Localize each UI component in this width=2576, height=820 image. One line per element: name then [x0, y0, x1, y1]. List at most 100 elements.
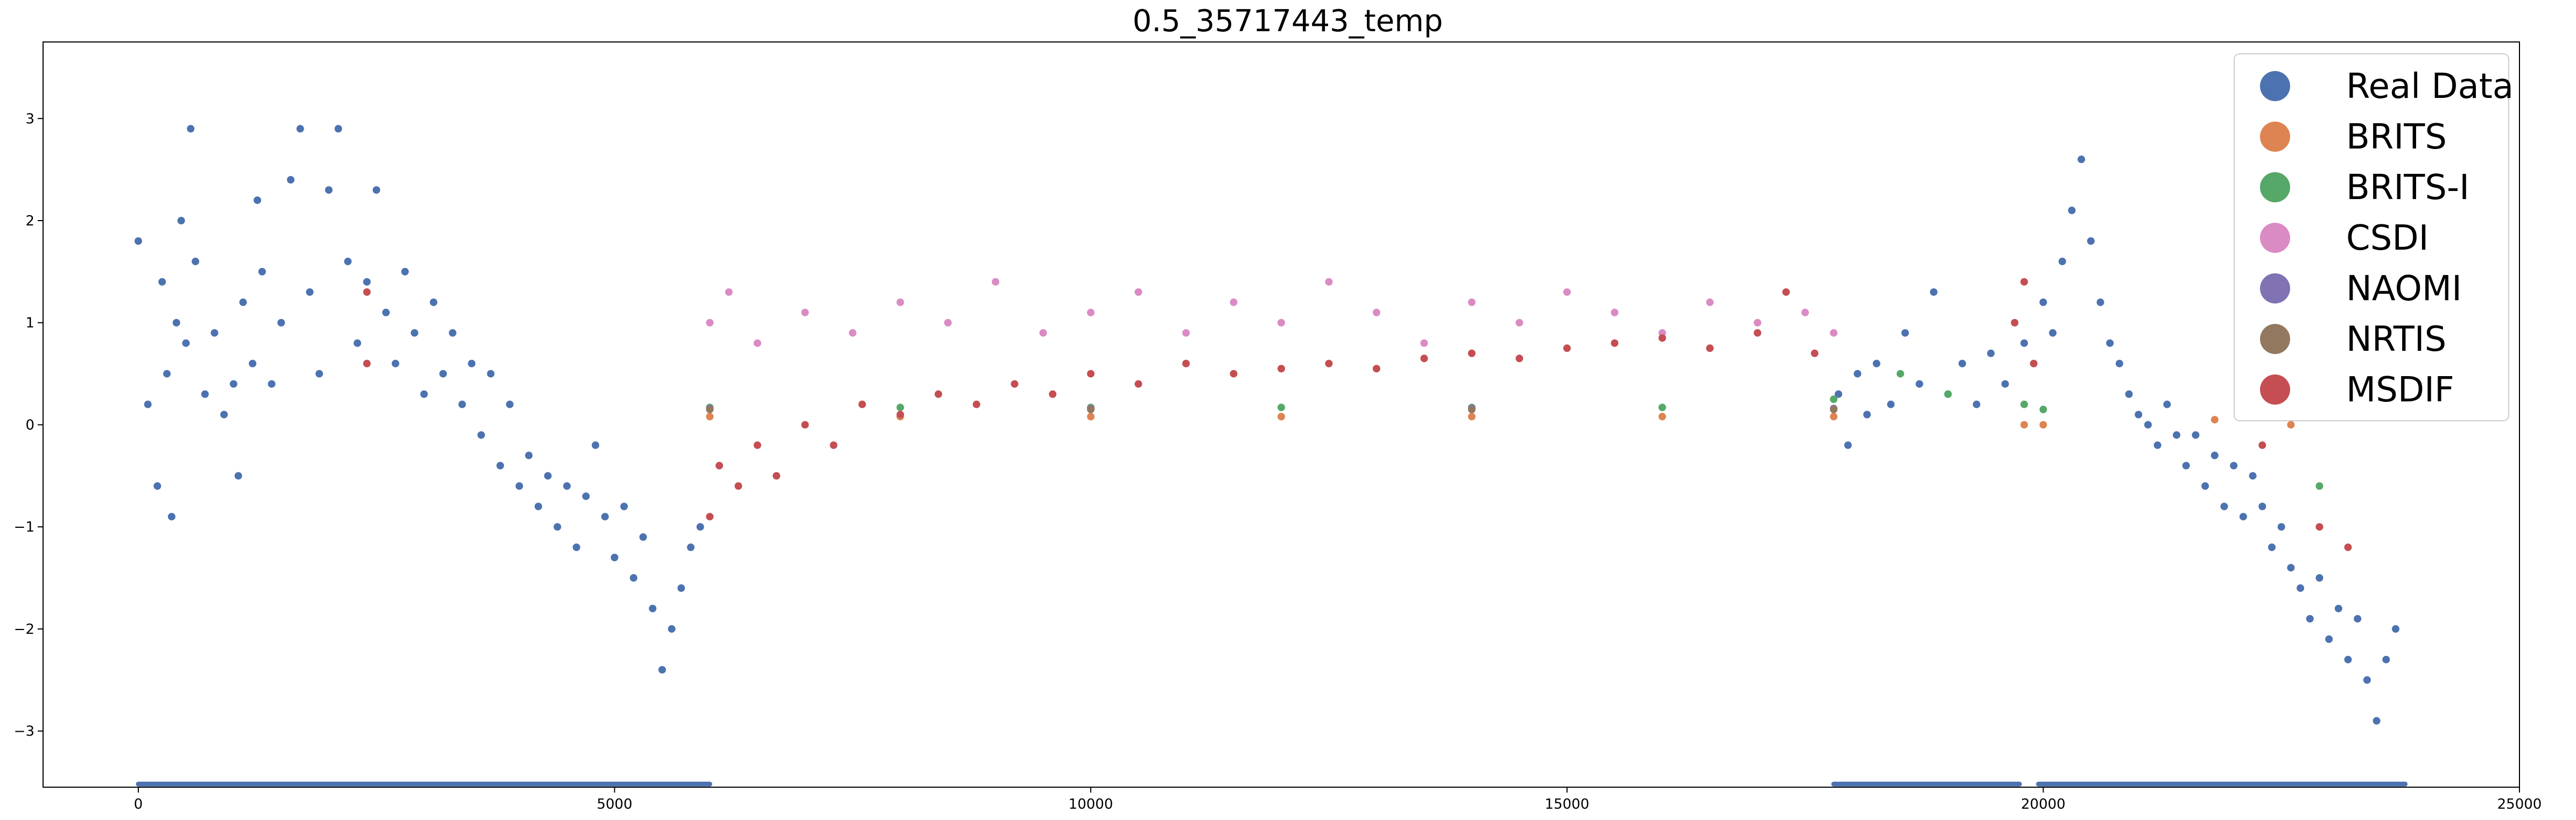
data-point: [325, 186, 333, 194]
data-point: [1468, 413, 1476, 421]
data-point: [2192, 431, 2200, 439]
data-point: [2315, 523, 2324, 531]
data-point: [658, 666, 666, 674]
data-point: [2258, 503, 2266, 511]
data-point: [1929, 288, 1938, 296]
data-point: [1087, 370, 1095, 378]
y-tick-label: 2: [25, 213, 34, 229]
data-point: [2287, 421, 2295, 429]
data-point: [2144, 421, 2152, 429]
data-point: [2039, 298, 2047, 306]
data-point: [1753, 319, 1761, 327]
data-point: [2135, 411, 2143, 419]
data-point: [1182, 359, 1190, 367]
legend: Real Data BRITS BRITS-I CSDI NAOMI NRTIS MSDIF: [2234, 53, 2514, 421]
x-tick-label: 15000: [1545, 796, 1589, 812]
data-point: [1010, 380, 1019, 388]
x-tick-label: 0: [134, 796, 143, 812]
data-point: [2039, 421, 2047, 429]
data-point: [725, 288, 733, 296]
data-point: [1230, 298, 1238, 306]
data-point: [801, 308, 809, 316]
chart-title: 0.5_35717443_temp: [1133, 4, 1443, 39]
series-csdi: [706, 278, 1838, 347]
data-point: [715, 462, 724, 470]
data-point: [506, 400, 514, 408]
data-point: [187, 125, 195, 133]
data-point: [363, 288, 371, 296]
y-tick-label: 3: [25, 111, 34, 127]
data-point: [177, 217, 185, 225]
data-point: [1372, 308, 1380, 316]
data-point: [1611, 339, 1619, 347]
data-point: [1830, 413, 1838, 421]
legend-marker: [2260, 324, 2290, 354]
data-point: [1830, 406, 1838, 414]
y-tick-label: 0: [25, 417, 34, 433]
data-point: [2239, 513, 2247, 521]
data-point: [411, 329, 418, 337]
data-point: [353, 339, 361, 347]
data-point: [677, 584, 685, 592]
data-point: [2096, 298, 2104, 306]
data-point: [296, 125, 304, 133]
legend-marker: [2260, 273, 2290, 303]
data-point: [535, 503, 542, 511]
data-point: [2344, 655, 2352, 663]
data-point: [2153, 441, 2161, 449]
data-point: [2077, 155, 2086, 164]
data-point: [1278, 404, 1285, 412]
data-point: [401, 267, 409, 275]
data-point: [1959, 359, 1966, 367]
data-point: [229, 380, 237, 388]
data-point: [2334, 604, 2342, 612]
legend-marker: [2260, 71, 2290, 101]
data-point: [972, 400, 980, 408]
legend-label: BRITS: [2346, 117, 2447, 157]
data-point: [158, 278, 166, 286]
data-point: [2011, 319, 2019, 327]
data-point: [1515, 319, 1524, 327]
data-point: [477, 431, 485, 439]
data-point: [2392, 625, 2399, 633]
legend-marker: [2260, 172, 2290, 202]
data-point: [391, 359, 399, 367]
data-point: [2049, 329, 2057, 337]
data-point: [167, 513, 176, 521]
series-msdif: [363, 278, 2352, 552]
data-point: [1944, 390, 1952, 398]
data-point: [1658, 404, 1666, 412]
data-point: [234, 472, 242, 480]
data-point: [1325, 359, 1333, 367]
data-point: [287, 176, 294, 184]
data-point: [239, 298, 247, 306]
data-point: [610, 554, 619, 562]
data-point: [2173, 431, 2181, 439]
data-point: [1887, 400, 1895, 408]
data-point: [1087, 406, 1095, 414]
data-point: [1468, 406, 1476, 414]
data-point: [592, 441, 600, 449]
legend-label: MSDIF: [2346, 370, 2454, 410]
data-point: [182, 339, 190, 347]
data-point: [896, 404, 904, 412]
data-point: [1844, 441, 1852, 449]
data-point: [487, 370, 495, 378]
data-point: [753, 441, 761, 449]
data-point: [1901, 329, 1909, 337]
data-point: [1706, 344, 1714, 352]
legend-box: [2234, 53, 2509, 421]
data-point: [1915, 380, 1924, 388]
data-point: [2277, 523, 2285, 531]
data-point: [706, 513, 714, 521]
data-point: [201, 390, 209, 398]
data-point: [448, 329, 457, 337]
data-point: [192, 257, 200, 265]
data-point: [1230, 370, 1238, 378]
data-point: [1897, 370, 1904, 378]
data-point: [249, 359, 257, 367]
data-point: [706, 413, 714, 421]
data-point: [144, 400, 152, 408]
y-tick-label: −1: [14, 519, 34, 535]
